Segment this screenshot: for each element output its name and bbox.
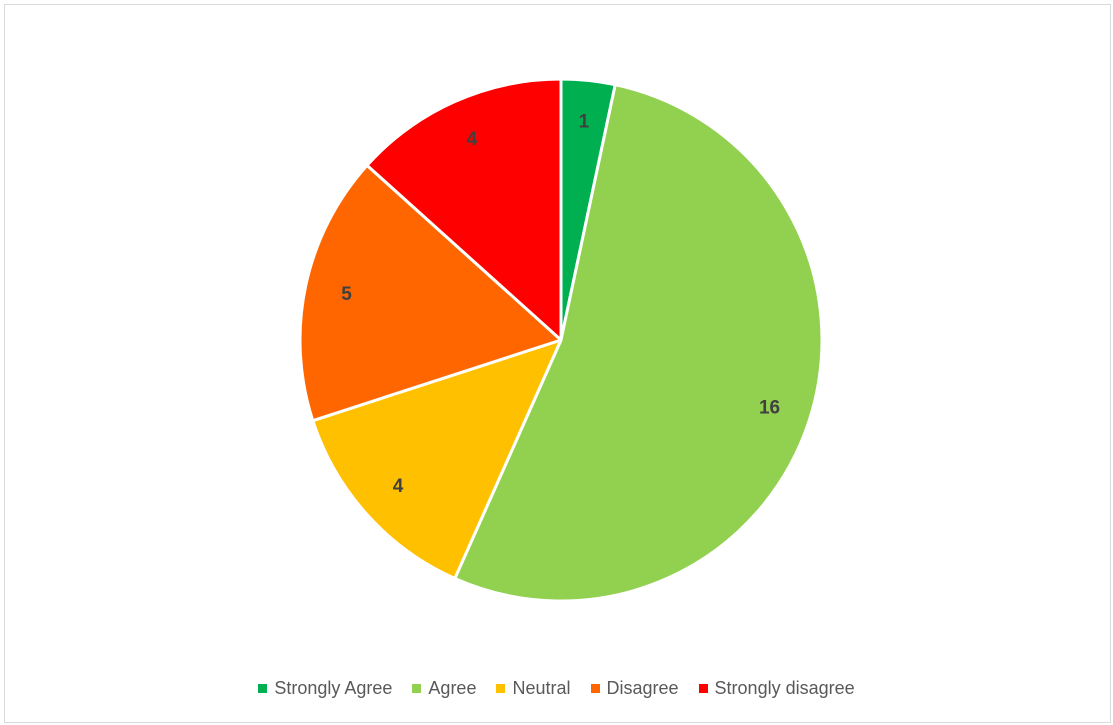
- pie-slice-disagree: [298, 163, 563, 423]
- legend-label-agree: Agree: [428, 678, 477, 698]
- pie-slices: [298, 77, 824, 603]
- legend-item-strongly-agree: Strongly Agree: [258, 678, 392, 699]
- legend-swatch-strongly-disagree: [698, 684, 708, 693]
- legend-swatch-disagree: [590, 684, 600, 693]
- data-label-disagree: 5: [341, 284, 352, 305]
- data-label-strongly-agree: 1: [579, 111, 590, 132]
- legend-label-strongly-agree: Strongly Agree: [274, 678, 393, 698]
- legend: Strongly Agree Agree Neutral Disagree St…: [0, 678, 1113, 699]
- legend-item-agree: Agree: [412, 678, 476, 699]
- data-label-neutral: 4: [393, 476, 404, 497]
- pie-slice-strongly-disagree: [365, 77, 563, 342]
- data-label-agree: 16: [759, 397, 780, 418]
- legend-label-neutral: Neutral: [512, 678, 571, 698]
- legend-swatch-agree: [412, 684, 422, 693]
- legend-swatch-neutral: [496, 684, 506, 693]
- legend-item-strongly-disagree: Strongly disagree: [698, 678, 855, 699]
- legend-label-disagree: Disagree: [606, 678, 679, 698]
- legend-item-disagree: Disagree: [590, 678, 679, 699]
- data-label-strongly-disagree: 4: [467, 129, 478, 150]
- pie-data-labels: 1 16 4 5 4: [341, 111, 780, 497]
- pie-slice-agree: [453, 83, 824, 603]
- legend-label-strongly-disagree: Strongly disagree: [714, 678, 855, 698]
- legend-swatch-strongly-agree: [258, 684, 268, 693]
- pie-slice-neutral: [311, 338, 563, 580]
- legend-item-neutral: Neutral: [496, 678, 571, 699]
